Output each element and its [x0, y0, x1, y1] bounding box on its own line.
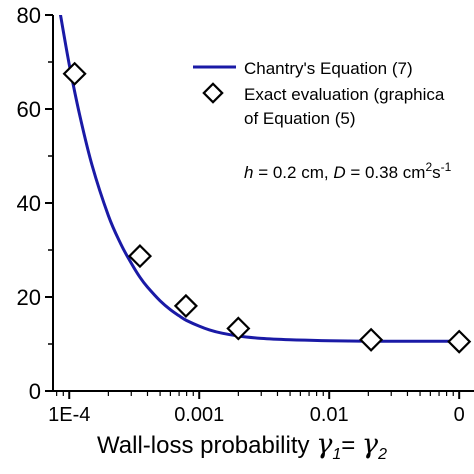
diamond-marker-5 — [447, 329, 472, 354]
diamond-marker-2 — [173, 293, 198, 318]
diamond-marker-1 — [127, 244, 153, 269]
legend-label-chantry: Chantry's Equation (7) — [244, 59, 413, 78]
x-tick-label-0: 1E-4 — [48, 404, 90, 426]
diamond-marker-4 — [359, 327, 384, 352]
y-axis-ticks: 0 20 40 60 80 — [17, 3, 53, 404]
x-axis-title: Wall-loss probability γ1= γ2 — [97, 429, 387, 463]
y-tick-label-0: 0 — [29, 379, 41, 404]
parameter-annotation: h = 0.2 cm, D = 0.38 cm2s-1 — [244, 160, 452, 182]
x-tick-label-2: 0.01 — [310, 404, 349, 426]
y-tick-label-4: 80 — [17, 3, 41, 28]
exact-evaluation-markers — [62, 61, 472, 354]
x-axis-ticks: 1E-4 0.001 0.01 0 — [48, 391, 465, 426]
diamond-marker-0 — [62, 61, 87, 86]
legend-label-exact-line1: Exact evaluation (graphica — [244, 85, 445, 104]
chantry-equation-line — [58, 15, 460, 343]
legend: Chantry's Equation (7) Exact evaluation … — [193, 59, 445, 128]
y-tick-label-3: 60 — [17, 97, 41, 122]
y-tick-label-1: 20 — [17, 285, 41, 310]
x-tick-label-1: 0.001 — [174, 404, 224, 426]
x-tick-label-3: 0 — [454, 404, 465, 426]
y-tick-label-2: 40 — [17, 191, 41, 216]
diamond-marker-3 — [226, 316, 251, 341]
legend-diamond-swatch — [202, 82, 224, 104]
legend-label-exact-line2: of Equation (5) — [244, 109, 356, 128]
